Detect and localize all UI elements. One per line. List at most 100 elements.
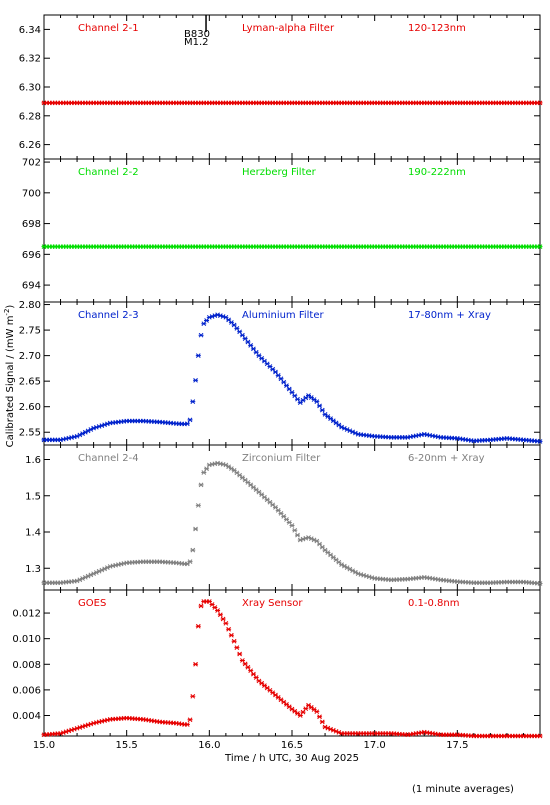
data-point [190,399,196,404]
data-point [319,407,325,413]
data-point [193,526,199,532]
y-tick-label: 702 [22,158,41,169]
data-point [198,332,204,338]
data-point [248,668,254,674]
data-point [193,661,199,667]
channel-label: Channel 2-4 [78,453,139,464]
data-point [204,466,210,472]
data-point [314,399,320,404]
data-point [184,722,190,727]
x-tick-label: 17.5 [446,740,468,751]
y-tick-label: 1.5 [25,491,41,502]
x-tick-label: 15.5 [116,740,138,751]
band-label: 0.1-0.8nm [408,598,460,609]
y-tick-label: 6.26 [19,140,41,151]
data-point [289,523,295,528]
data-point [195,623,201,629]
data-point [250,346,256,352]
panel-5: 0.004 0.006 0.008 0.010 0.012 GOES Xray Sensor… [12,589,543,751]
y-tick-label: 2.75 [19,326,41,337]
series-points [41,312,543,444]
data-point [300,709,306,715]
y-tick-label: 0.008 [12,660,41,671]
channel-label: Channel 2-1 [78,23,139,34]
data-point [245,339,251,345]
band-label: 17-80nm + Xray [408,310,491,321]
data-point [281,379,287,385]
data-point [193,377,199,383]
data-point [237,329,243,335]
data-point [297,713,303,718]
y-tick-label: 698 [22,219,41,230]
y-tick-label: 0.004 [12,711,41,722]
data-point [190,693,196,699]
filter-label: Herzberg Filter [242,167,317,178]
data-point [198,482,204,488]
x-axis-title: Time / h UTC, 30 Aug 2025 [224,753,359,764]
band-label: 120-123nm [408,23,466,34]
data-point [283,383,289,388]
data-point [220,616,226,622]
data-point [242,336,248,341]
data-point [317,403,323,409]
data-point [308,395,314,400]
data-point [537,244,543,249]
data-point [537,581,543,586]
x-tick-label: 16.5 [281,740,303,751]
y-tick-label: 1.3 [25,564,41,575]
y-tick-label: 6.30 [19,83,41,94]
y-tick-label: 6.34 [19,25,41,36]
data-point [248,343,254,348]
data-point [289,390,295,395]
panel-frame [43,158,541,303]
y-tick-label: 700 [22,188,41,199]
data-point [234,326,240,331]
data-point [306,393,312,398]
band-label: 6-20nm + Xray [408,453,485,464]
flare-marker-id: B830 [184,29,210,40]
series-points [41,460,543,586]
data-point [201,321,207,327]
y-tick-label: 1.6 [25,455,41,466]
data-point [198,603,204,609]
data-point [295,396,301,402]
data-point [272,369,278,375]
data-point [195,353,201,358]
data-point [242,661,248,667]
panel-frame [43,444,541,591]
filter-label: Aluminium Filter [242,310,325,321]
y-tick-label: 1.4 [25,528,41,539]
data-point [234,645,240,650]
data-point [319,719,325,725]
y-tick-label: 6.28 [19,111,41,122]
y-tick-label: 694 [22,281,41,292]
data-point [317,714,323,720]
y-tick-label: 0.010 [12,634,41,645]
y-tick-label: 0.006 [12,685,41,696]
data-point [295,532,301,538]
panel-3: 2.55 2.60 2.65 2.70 2.75 2.80 Channel 2-3 Alumi… [19,300,543,446]
panel-4: 1.3 1.4 1.5 1.6 Channel 2-4 Zirconium Filter 6… [25,444,543,591]
data-point [231,638,237,644]
data-point [215,608,221,613]
data-point [184,421,190,427]
flare-marker-class: M1.2 [184,37,209,48]
data-point [250,671,256,677]
data-point [537,100,543,106]
data-point [226,626,232,632]
y-tick-label: 2.80 [19,300,41,311]
y-tick-label: 6.32 [19,54,41,65]
y-axis-title: Calibrated Signal / (mW m-2) [3,305,16,448]
filter-label: Zirconium Filter [242,453,321,464]
panel-frame [43,301,541,446]
data-point [190,547,196,553]
channel-label: Channel 2-2 [78,167,139,178]
y-tick-label: 696 [22,250,41,261]
data-point [245,664,251,670]
data-point [187,417,193,423]
y-tick-label: 2.60 [19,402,41,413]
panel-frame [43,14,541,160]
y-tick-label: 2.70 [19,351,41,362]
